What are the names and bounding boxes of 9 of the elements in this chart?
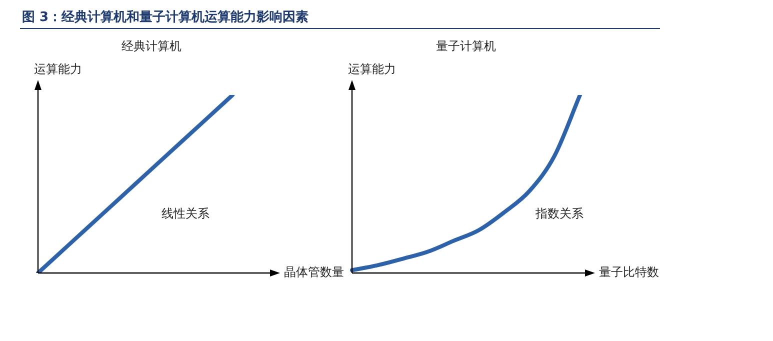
annotation: 指数关系 xyxy=(534,206,584,220)
chart-title: 经典计算机 xyxy=(122,39,182,54)
text: 图 3：经典计算机和量子计算机运算能力影响因素 xyxy=(22,8,309,26)
y-axis-title: 运算能力 xyxy=(34,62,82,76)
annotation: 线性关系 xyxy=(162,206,210,220)
x-axis-title: 量子比特数 xyxy=(599,265,659,280)
x-axis-title: 晶体管数量 xyxy=(284,265,344,280)
y-axis-title: 运算能力 xyxy=(348,62,396,76)
chart-title: 量子计算机 xyxy=(436,39,496,54)
